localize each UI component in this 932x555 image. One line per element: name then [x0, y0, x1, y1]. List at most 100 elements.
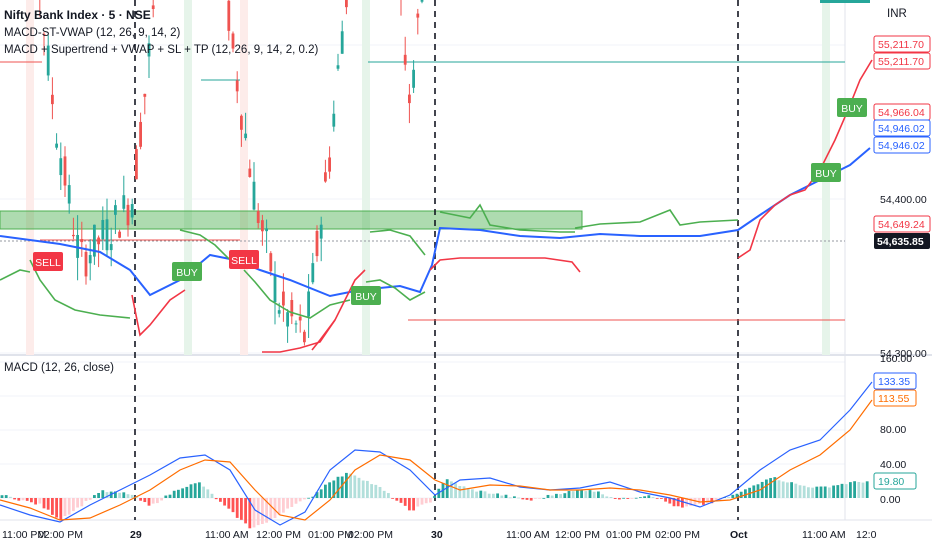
price-scale-marker — [820, 0, 870, 3]
badge-text: 55,211.70 — [878, 56, 924, 68]
badge-bg — [873, 136, 931, 154]
candle-body — [416, 13, 420, 18]
supertrend-down-line — [311, 319, 336, 351]
time-tick-label: 30 — [431, 529, 443, 541]
candle — [252, 162, 256, 211]
histogram-bar — [664, 498, 667, 502]
histogram-bar — [815, 486, 819, 498]
supertrend-down-line — [131, 289, 186, 337]
histogram-bar — [328, 482, 331, 498]
histogram-bar — [34, 498, 37, 505]
histogram-bar — [571, 491, 575, 498]
candle — [400, 0, 402, 16]
histogram-bar — [168, 494, 172, 498]
indicator-legend-2[interactable]: MACD + Supertrend + VWAP + SL + TP (12, … — [4, 44, 319, 56]
histogram-bar — [513, 496, 516, 498]
histogram-bar — [601, 494, 604, 498]
supertrend-up-line — [369, 229, 426, 256]
histogram-bar — [67, 498, 71, 515]
histogram-bar — [580, 490, 583, 498]
candle-body — [282, 291, 285, 306]
histogram-bar — [160, 498, 163, 501]
candle-body — [80, 239, 84, 243]
signal-text: BUY — [815, 168, 837, 180]
candle — [332, 100, 336, 132]
candle-body — [88, 255, 92, 264]
candle-body — [340, 31, 344, 54]
histogram-bar — [357, 477, 361, 498]
histogram-bar — [517, 497, 520, 499]
histogram-bar — [382, 490, 386, 498]
candle — [307, 274, 310, 338]
symbol-title[interactable]: Nifty Bank Index · 5 · NSE — [4, 8, 151, 22]
histogram-bar — [546, 494, 550, 498]
candle — [324, 159, 327, 183]
indicator-legend-1[interactable]: MACD-ST-VWAP (12, 26, 9, 14, 2) — [4, 27, 181, 39]
histogram-bar — [282, 498, 285, 513]
histogram-bar — [156, 498, 159, 504]
candles — [39, 0, 424, 346]
candle — [72, 217, 75, 240]
candle-body — [298, 316, 302, 321]
histogram-bar — [286, 498, 289, 509]
histogram-bar — [265, 498, 268, 523]
supertrend-up-line — [243, 269, 351, 319]
histogram-bar — [744, 489, 747, 498]
histogram-bar — [647, 495, 651, 498]
histogram-bar — [88, 498, 92, 500]
histogram-bar — [429, 498, 432, 503]
macd-tick-label: 80.00 — [880, 424, 906, 436]
badge-bg — [873, 372, 917, 390]
price-badge: 55,211.70 — [873, 35, 931, 53]
macd-badge: 113.55 — [873, 389, 917, 407]
histogram-bar — [319, 489, 323, 498]
candle-body — [72, 234, 75, 237]
price-axis: 55,300.0055,200.0055,100.0055,000.0054,9… — [873, 35, 931, 360]
badge-bg — [873, 389, 917, 407]
histogram-bar — [592, 491, 596, 498]
signal-box — [811, 163, 841, 182]
sell-signal-label: SELL — [229, 250, 259, 269]
histogram-bar — [823, 486, 827, 498]
histogram-bar — [72, 498, 75, 512]
histogram-bar — [525, 498, 529, 500]
histogram-bar — [269, 498, 273, 521]
candle-body — [311, 263, 315, 283]
macd-badge: 133.35 — [873, 372, 917, 390]
candle-body — [67, 185, 71, 204]
candle-body — [84, 251, 88, 277]
histogram-bar — [807, 487, 810, 498]
histogram-bar — [416, 498, 420, 507]
candle-body — [403, 54, 407, 65]
histogram-bar — [139, 498, 142, 501]
histogram-bar — [550, 495, 554, 498]
histogram-bar — [534, 498, 537, 499]
histogram-bar — [55, 498, 58, 518]
candle — [282, 273, 285, 322]
candle-body — [256, 211, 260, 224]
histogram-bar — [84, 498, 88, 501]
signal-text: BUY — [355, 291, 377, 303]
histogram-bar — [361, 480, 365, 498]
histogram-bar — [130, 494, 134, 498]
candle — [403, 36, 407, 71]
candle — [118, 229, 121, 239]
price-badge: 55,211.70 — [873, 52, 931, 70]
macd-badge: 19.80 — [873, 472, 917, 490]
signal-band — [362, 0, 370, 355]
demand-zone — [0, 210, 583, 230]
histogram-bar — [492, 493, 495, 498]
candle — [42, 32, 46, 56]
histogram-bar — [185, 486, 189, 498]
macd-legend[interactable]: MACD (12, 26, close) — [4, 362, 114, 374]
histogram-bar — [739, 491, 743, 498]
histogram-bar — [857, 481, 861, 498]
candle-body — [118, 231, 121, 238]
histogram-bar — [500, 495, 504, 498]
candle-body — [51, 94, 54, 105]
candle — [135, 145, 138, 180]
candle-body — [227, 0, 231, 31]
